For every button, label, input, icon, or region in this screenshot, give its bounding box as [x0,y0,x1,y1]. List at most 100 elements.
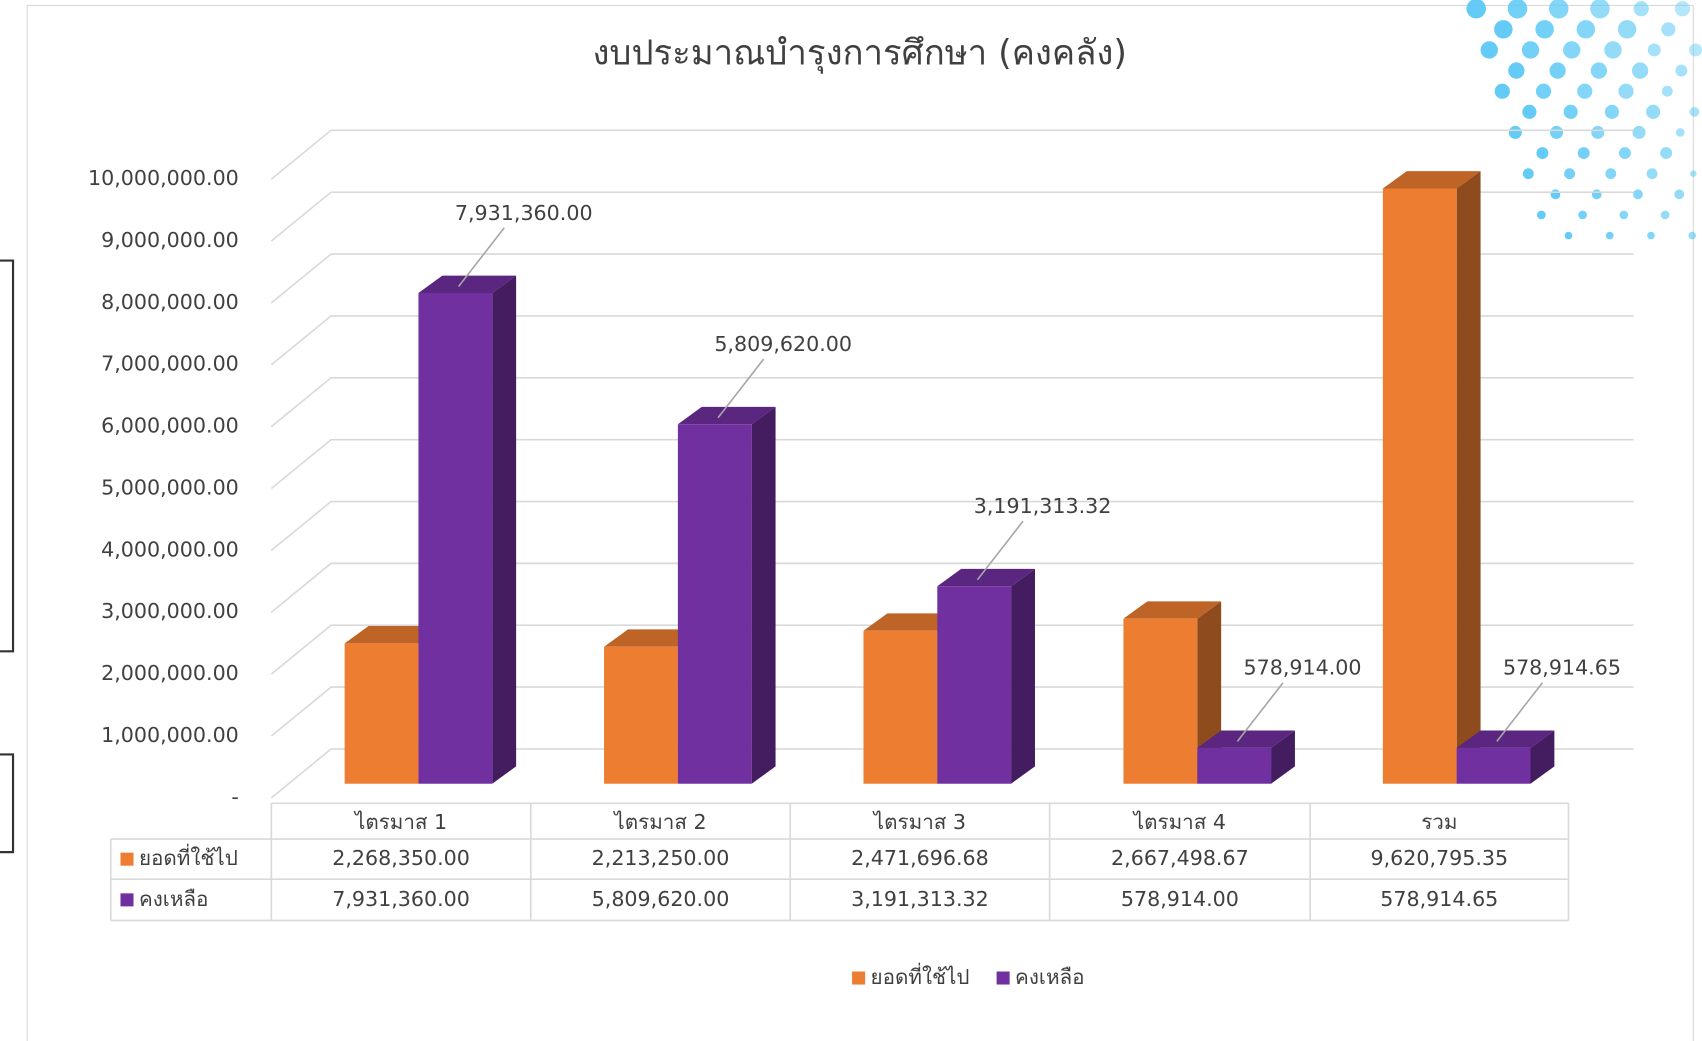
legend-swatch [852,971,866,985]
dot [1604,41,1622,59]
grid-line [270,438,1634,490]
dot [1480,41,1498,59]
bar-side [492,275,517,784]
bar [937,586,1012,784]
bar-top [937,568,1035,587]
dot [1564,168,1576,180]
data-label: 578,914.00 [1244,656,1362,680]
dot [1688,231,1697,240]
dot [1522,104,1537,119]
dot [1675,64,1688,77]
legend-label: ยอดที่ใช้ไป [871,963,970,989]
dot [1521,41,1540,59]
table-cell: 2,213,250.00 [592,846,730,870]
dot [1508,125,1522,139]
dot [1577,147,1590,160]
y-tick-label: 10,000,000.00 [88,166,239,190]
dot [1535,83,1552,99]
y-tick-label: 8,000,000.00 [101,290,239,314]
bar-top [344,626,443,644]
dot [1618,147,1631,160]
dot [1660,147,1673,160]
dot [1646,104,1661,119]
dot [1549,62,1566,79]
dot [1494,20,1513,39]
bar [1382,188,1457,784]
leader-line [1496,682,1544,742]
dot [1494,83,1510,99]
table-swatch [120,893,134,907]
data-label: 3,191,313.32 [974,494,1112,518]
dot [1632,125,1646,139]
dot [1675,128,1685,137]
dot [1674,1,1691,17]
dot [1563,104,1578,119]
data-label: 578,914.65 [1503,656,1621,680]
data-table [109,802,1570,922]
dot [1605,231,1614,240]
dot [1535,20,1554,39]
dot [1507,0,1528,19]
dot [1550,189,1561,200]
table-cell: 578,914.65 [1380,887,1498,911]
bar-top [677,406,776,425]
bar [344,643,419,784]
legend-label: คงเหลือ [1015,965,1085,989]
y-tick-label: 5,000,000.00 [101,475,239,499]
y-tick-label: 3,000,000.00 [101,599,239,623]
grid-line [270,129,1634,180]
y-tick-label: 7,000,000.00 [101,352,239,376]
dot [1647,43,1661,57]
leader-line [457,227,505,287]
dot [1674,189,1685,200]
bar [604,646,678,784]
dot [1508,62,1525,79]
table-row-label: คงเหลือ [139,887,208,911]
table-cell: 2,667,498.67 [1111,846,1249,870]
bar-top [1456,730,1555,748]
legend-swatch [996,971,1010,985]
bar [1456,747,1531,784]
table-cell: 3,191,313.32 [851,887,989,911]
bar-side [1271,730,1295,784]
dot [1564,231,1573,240]
dot [1617,20,1637,39]
bar-side [1011,568,1035,784]
background-frames [0,259,15,854]
leader-line [1236,682,1284,742]
bar-top [418,275,517,294]
bar [863,630,938,784]
dot [1618,83,1634,99]
dot [1661,85,1673,97]
dot [1536,147,1549,160]
bar-top [604,629,702,647]
data-label: 5,809,620.00 [714,332,852,356]
leader-line [717,358,765,419]
bar-top [1382,171,1481,189]
table-cell: 2,268,350.00 [332,846,470,870]
bar [418,293,493,784]
y-tick-label: - [231,785,238,809]
y-tick-label: 2,000,000.00 [101,661,239,685]
table-row-label: ยอดที่ใช้ไป [139,844,238,870]
dot [1550,125,1564,139]
table-swatch [120,852,134,866]
dot [1661,22,1676,37]
dot [1689,106,1700,117]
dot [1591,189,1602,200]
grid-line [270,562,1634,613]
dot [1578,210,1587,220]
dot [1548,0,1569,19]
bar-top [863,613,962,631]
bar-top [1197,730,1295,748]
bar [677,424,752,784]
dot [1647,231,1655,240]
bar-side [1530,730,1555,784]
grid-line [270,500,1634,551]
dot [1690,170,1697,177]
dot [1522,168,1534,180]
grid-line [270,191,1634,242]
y-tick-label: 6,000,000.00 [101,414,239,438]
y-tick-label: 9,000,000.00 [101,228,239,252]
